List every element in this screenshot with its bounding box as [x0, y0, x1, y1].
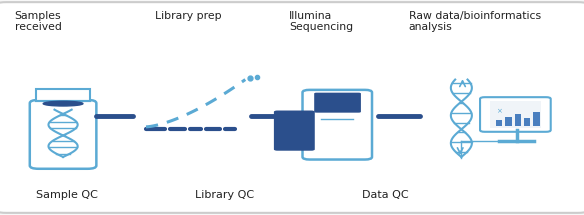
FancyBboxPatch shape — [30, 100, 96, 169]
FancyBboxPatch shape — [303, 90, 372, 160]
FancyBboxPatch shape — [274, 111, 315, 151]
FancyBboxPatch shape — [480, 97, 551, 132]
Text: Samples
received: Samples received — [15, 11, 61, 32]
FancyBboxPatch shape — [314, 93, 361, 113]
Text: Illumina
Sequencing: Illumina Sequencing — [289, 11, 353, 32]
FancyBboxPatch shape — [36, 89, 90, 101]
Bar — [505, 117, 512, 126]
FancyBboxPatch shape — [490, 101, 541, 128]
Ellipse shape — [43, 101, 83, 106]
Text: Data QC: Data QC — [362, 190, 409, 200]
Text: Sample QC: Sample QC — [36, 190, 98, 200]
Text: Library prep: Library prep — [155, 11, 221, 21]
Text: ×: × — [496, 108, 502, 114]
Text: Library QC: Library QC — [195, 190, 255, 200]
Bar — [533, 112, 540, 126]
Bar — [515, 114, 521, 126]
Bar — [496, 120, 502, 126]
Text: Raw data/bioinformatics
analysis: Raw data/bioinformatics analysis — [409, 11, 541, 32]
Bar — [524, 118, 530, 126]
